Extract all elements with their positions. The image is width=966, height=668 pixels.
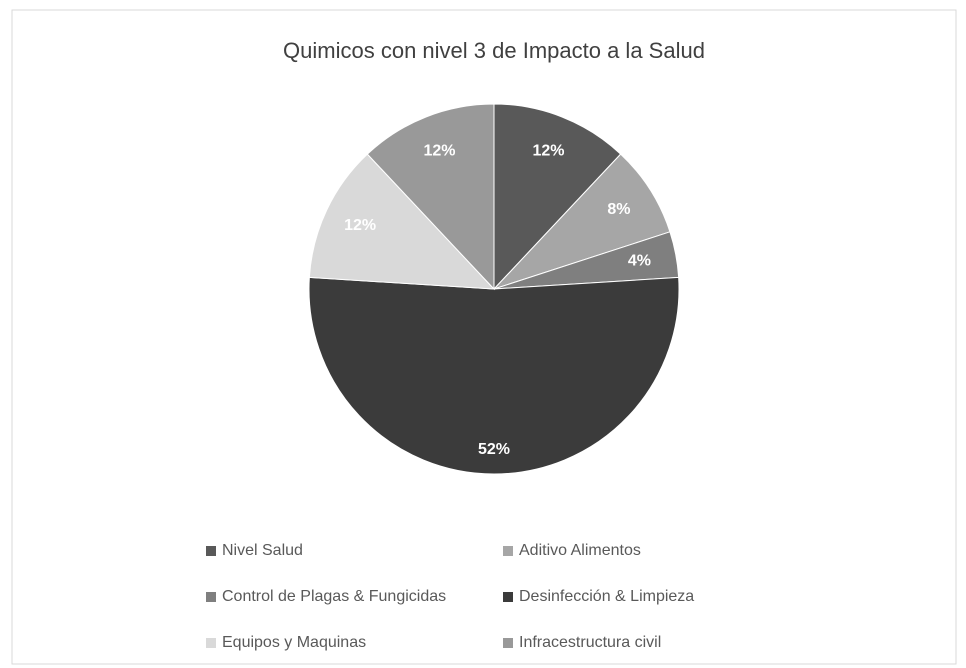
pie-slice bbox=[493, 103, 622, 291]
data-label: 12% bbox=[344, 217, 376, 234]
data-label: 12% bbox=[424, 143, 456, 160]
legend-swatch bbox=[503, 592, 513, 602]
data-label: 12% bbox=[532, 143, 564, 160]
legend-label: Control de Plagas & Fungicidas bbox=[222, 588, 446, 605]
pie-slice bbox=[493, 153, 671, 290]
legend-label: Equipos y Maquinas bbox=[222, 634, 366, 651]
legend-label: Desinfección & Limpieza bbox=[519, 588, 694, 605]
legend-label: Aditivo Alimentos bbox=[519, 542, 641, 559]
pie-slice bbox=[308, 276, 680, 475]
legend-swatch bbox=[206, 546, 216, 556]
pie-slice bbox=[366, 103, 495, 291]
data-label: 52% bbox=[478, 441, 510, 458]
legend-swatch bbox=[503, 638, 513, 648]
chart-title: Quimicos con nivel 3 de Impacto a la Sal… bbox=[283, 38, 705, 63]
pie-slice bbox=[308, 153, 496, 290]
legend-label: Nivel Salud bbox=[222, 542, 303, 559]
legend bbox=[200, 530, 780, 660]
legend-swatch bbox=[206, 592, 216, 602]
data-label: 4% bbox=[628, 252, 651, 269]
legend-swatch bbox=[503, 546, 513, 556]
data-label: 8% bbox=[607, 201, 630, 218]
legend-swatch bbox=[206, 638, 216, 648]
legend-label: Infracestructura civil bbox=[519, 634, 661, 651]
